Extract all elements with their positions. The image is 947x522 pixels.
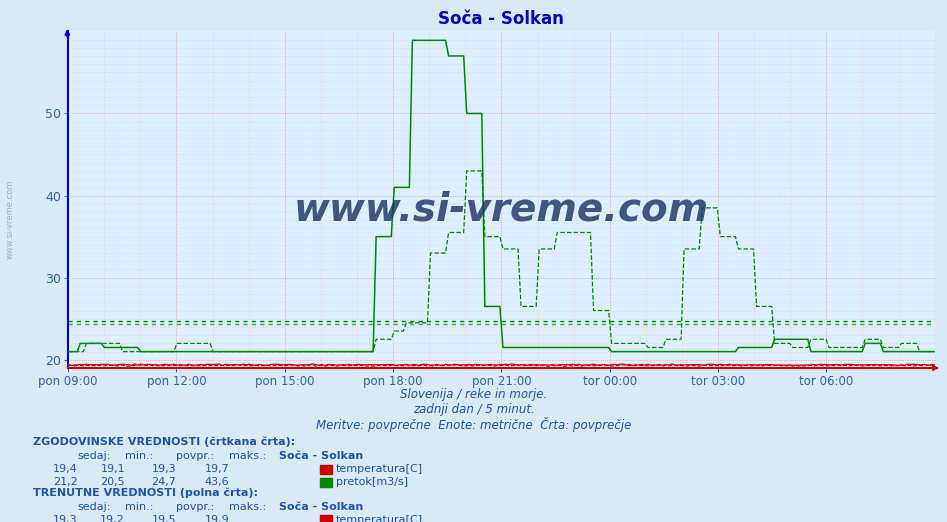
Text: ZGODOVINSKE VREDNOSTI (črtkana črta):: ZGODOVINSKE VREDNOSTI (črtkana črta):: [33, 436, 295, 447]
Text: 19,2: 19,2: [100, 515, 125, 522]
Text: Meritve: povprečne  Enote: metrične  Črta: povprečje: Meritve: povprečne Enote: metrične Črta:…: [315, 417, 632, 432]
Text: 19,4: 19,4: [53, 465, 78, 474]
Text: 20,5: 20,5: [100, 478, 125, 488]
Text: min.:: min.:: [125, 452, 153, 461]
Text: zadnji dan / 5 minut.: zadnji dan / 5 minut.: [413, 404, 534, 417]
Text: Soča - Solkan: Soča - Solkan: [279, 452, 364, 461]
Text: pretok[m3/s]: pretok[m3/s]: [336, 478, 408, 488]
Text: 24,7: 24,7: [152, 478, 176, 488]
Text: povpr.:: povpr.:: [176, 452, 214, 461]
Title: Soča - Solkan: Soča - Solkan: [438, 10, 564, 28]
Text: www.si-vreme.com: www.si-vreme.com: [294, 191, 709, 229]
Text: 19,9: 19,9: [205, 515, 229, 522]
Text: TRENUTNE VREDNOSTI (polna črta):: TRENUTNE VREDNOSTI (polna črta):: [33, 488, 259, 498]
Text: 21,2: 21,2: [53, 478, 78, 488]
Text: 19,3: 19,3: [53, 515, 78, 522]
Text: Soča - Solkan: Soča - Solkan: [279, 502, 364, 512]
Text: Slovenija / reke in morje.: Slovenija / reke in morje.: [400, 388, 547, 401]
Text: sedaj:: sedaj:: [78, 502, 111, 512]
Text: sedaj:: sedaj:: [78, 452, 111, 461]
Text: povpr.:: povpr.:: [176, 502, 214, 512]
Text: maks.:: maks.:: [229, 452, 266, 461]
Text: temperatura[C]: temperatura[C]: [336, 515, 423, 522]
Text: temperatura[C]: temperatura[C]: [336, 465, 423, 474]
Text: 19,3: 19,3: [152, 465, 176, 474]
Text: min.:: min.:: [125, 502, 153, 512]
Text: www.si-vreme.com: www.si-vreme.com: [6, 180, 15, 259]
Text: maks.:: maks.:: [229, 502, 266, 512]
Text: 19,5: 19,5: [152, 515, 176, 522]
Text: 19,7: 19,7: [205, 465, 229, 474]
Text: 43,6: 43,6: [205, 478, 229, 488]
Text: 19,1: 19,1: [100, 465, 125, 474]
